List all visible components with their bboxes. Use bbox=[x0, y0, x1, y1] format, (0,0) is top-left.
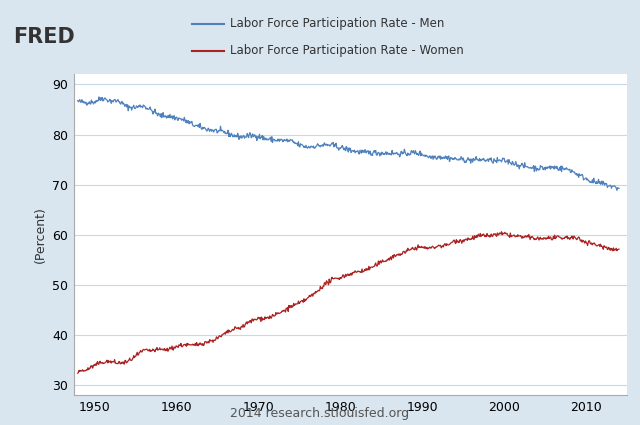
Text: Labor Force Participation Rate - Women: Labor Force Participation Rate - Women bbox=[230, 44, 464, 57]
Text: FRED: FRED bbox=[13, 27, 74, 47]
Y-axis label: (Percent): (Percent) bbox=[33, 207, 47, 263]
Text: Labor Force Participation Rate - Men: Labor Force Participation Rate - Men bbox=[230, 17, 445, 30]
Text: 2014 research.stlouisfed.org: 2014 research.stlouisfed.org bbox=[230, 407, 410, 419]
